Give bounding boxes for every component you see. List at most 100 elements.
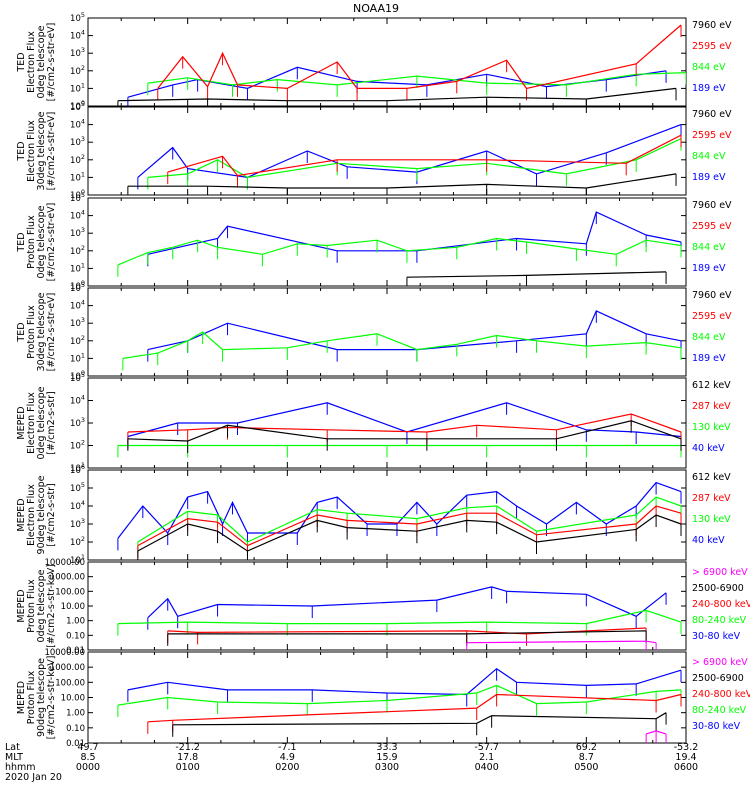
panel-1: 100 101 102 103 104 105 TEDElectron Flux0deg t… xyxy=(16,11,732,112)
y-tick-label: 103 xyxy=(70,416,85,429)
legend-entry: 7960 eV xyxy=(692,200,732,211)
x-tick-mlt: 8.7 xyxy=(579,752,594,763)
y-axis-label: MEPEDProton Flux0deg telescope[#/cm2-s-s… xyxy=(16,564,57,648)
panel-frame xyxy=(87,561,687,651)
series-group xyxy=(127,124,682,195)
y-axis-label: TEDElectron Flux0deg telescope[#/cm2-s-s… xyxy=(16,23,57,102)
y-tick-label: 101 xyxy=(70,461,85,474)
series-line-240-800-kev xyxy=(167,627,647,635)
legend-entry: 287 keV xyxy=(692,401,731,412)
y-tick-label: 103 xyxy=(70,46,85,59)
x-tick-lat: -57.7 xyxy=(474,742,499,753)
series-line-844-ev xyxy=(122,331,682,359)
legend-entry: 2500-6900 xyxy=(692,673,744,684)
x-tick-lat: 33.3 xyxy=(376,742,397,753)
series-line-189-ev xyxy=(147,310,682,351)
y-tick-label: 102 xyxy=(70,439,85,452)
legend-entry: 30-80 keV xyxy=(692,721,741,732)
y-tick-label: 0.01 xyxy=(66,646,85,656)
x-tick-hhmm: 0100 xyxy=(176,762,200,773)
x-tick-lat: -7.1 xyxy=(278,742,297,753)
y-tick-label: 100 xyxy=(70,279,85,292)
x-row-label: hhmm xyxy=(5,762,36,773)
y-tick-label: 100 xyxy=(70,99,85,112)
x-row-label: MLT xyxy=(5,752,23,763)
y-axis-label: MEPEDElectron Flux0deg telescope[#/cm2-s… xyxy=(16,386,57,459)
y-tick-label: 102 xyxy=(70,334,85,347)
series-group xyxy=(117,586,682,650)
legend-entry: 844 eV xyxy=(692,332,726,343)
y-tick-label: 103 xyxy=(70,517,85,530)
y-axis-label: TEDProton Flux30deg telescope[#/cm2-s-st… xyxy=(16,292,57,371)
y-tick-label: 101 xyxy=(70,261,85,274)
y-tick-label: 102 xyxy=(70,153,85,166)
legend-entry: 189 eV xyxy=(692,83,726,94)
series-line-2595-ev xyxy=(157,24,682,90)
legend-entry: > 6900 keV xyxy=(692,657,748,668)
panel-4: 100 101 102 103 104 105 TEDProton Flux30deg te… xyxy=(16,281,732,382)
y-tick-label: 104 xyxy=(70,394,85,407)
legend-entry: 287 keV xyxy=(692,493,731,504)
y-tick-label: 104 xyxy=(70,118,85,131)
y-tick-label: 101 xyxy=(70,351,85,364)
legend-entry: 2595 eV xyxy=(692,221,732,232)
legend-entry: 80-240 keV xyxy=(692,615,747,626)
chart-title: NOAA19 xyxy=(353,2,399,15)
y-tick-label: 0.01 xyxy=(66,739,85,749)
y-tick-label: 10000.00 xyxy=(44,648,85,658)
series-line-7960-ev xyxy=(406,271,667,278)
x-tick-lat: -21.2 xyxy=(175,742,200,753)
y-tick-label: 103 xyxy=(70,226,85,239)
x-tick-hhmm: 0500 xyxy=(574,762,598,773)
legend-entry: 130 keV xyxy=(692,422,731,433)
series-line-7960-ev xyxy=(117,87,677,102)
panel-2: 100 101 102 103 104 105 TEDElectron Flux30deg … xyxy=(16,100,732,201)
y-tick-label: 1000.00 xyxy=(50,663,85,673)
legend-entry: 40 keV xyxy=(692,443,725,454)
panel-frame xyxy=(87,17,687,107)
legend-entry: 189 eV xyxy=(692,172,726,183)
legend-entry: 612 keV xyxy=(692,472,731,483)
panel-frame xyxy=(87,197,687,287)
x-tick-hhmm: 0300 xyxy=(375,762,399,773)
legend-entry: 844 eV xyxy=(692,151,726,162)
y-tick-label: 10.00 xyxy=(61,602,85,612)
x-tick-mlt: 17.8 xyxy=(177,752,198,763)
y-tick-label: 104 xyxy=(70,209,85,222)
series-group xyxy=(117,211,682,286)
y-tick-label: 105 xyxy=(70,371,85,384)
series-line-30-80-kev xyxy=(147,586,667,619)
series-line-7960-ev xyxy=(127,173,677,189)
panel-6: 101 102 103 104 105 106 MEPEDElectron Flux90de… xyxy=(16,463,731,566)
y-tick-label: 102 xyxy=(70,244,85,257)
legend-entry: 80-240 keV xyxy=(692,705,747,716)
series-group xyxy=(122,310,682,371)
y-tick-label: 105 xyxy=(70,11,85,24)
y-tick-label: 105 xyxy=(70,481,85,494)
y-tick-label: 101 xyxy=(70,81,85,94)
y-tick-label: 101 xyxy=(70,553,85,566)
y-tick-label: 10.00 xyxy=(61,694,85,704)
y-tick-label: 102 xyxy=(70,535,85,548)
legend-entry: 7960 eV xyxy=(692,290,732,301)
series-line-80-240-kev xyxy=(117,684,682,706)
legend-entry: 844 eV xyxy=(692,62,726,73)
y-tick-label: 105 xyxy=(70,191,85,204)
y-tick-label: 100.00 xyxy=(55,587,85,597)
x-tick-hhmm: 0400 xyxy=(475,762,499,773)
y-tick-label: 0.10 xyxy=(66,724,85,734)
y-axis-label: MEPEDProton Flux90deg telescope[#/cm2-s-… xyxy=(16,656,57,740)
panel-frame xyxy=(87,106,687,196)
legend-entry: 844 eV xyxy=(692,242,726,253)
legend-entry: > 6900 keV xyxy=(692,567,748,578)
y-tick-label: 100.00 xyxy=(55,678,85,688)
y-tick-label: 106 xyxy=(70,463,85,476)
x-tick-mlt: 4.9 xyxy=(280,752,295,763)
panel-7: 0.01 0.10 1.00 10.00 100.00 1000.00 10000.00ME… xyxy=(16,558,750,656)
y-axis-label: TEDProton Flux0deg telescope[#/cm2-s-str… xyxy=(16,203,57,282)
x-tick-mlt: 2.1 xyxy=(479,752,494,763)
x-tick-mlt: 19.4 xyxy=(675,752,696,763)
